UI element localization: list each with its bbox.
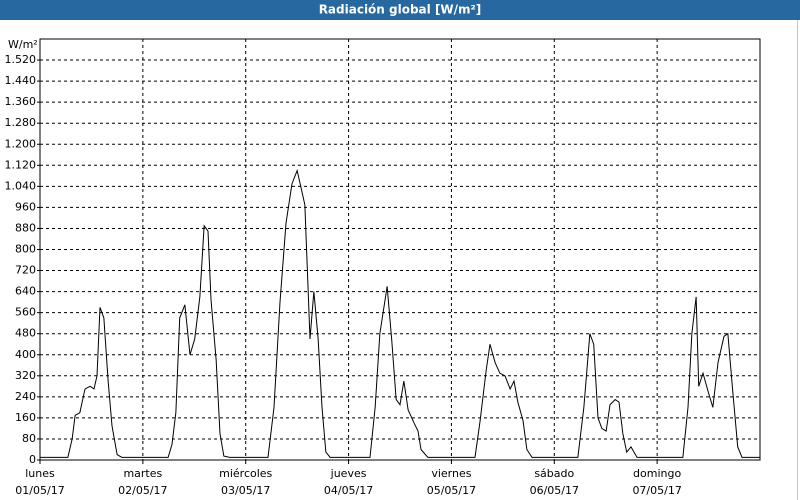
- chart-title: Radiación global [W/m²]: [319, 3, 482, 17]
- x-tick-date: 06/05/17: [530, 484, 579, 497]
- x-tick-date: 03/05/17: [221, 484, 270, 497]
- y-tick-label: 480: [15, 327, 36, 340]
- x-tick-date: 04/05/17: [324, 484, 373, 497]
- y-tick-label: 1.360: [5, 95, 37, 108]
- y-tick-label: 960: [15, 200, 36, 213]
- y-tick-label: 1.120: [5, 158, 37, 171]
- y-tick-label: 400: [15, 348, 36, 361]
- y-tick-label: 0: [29, 453, 36, 466]
- x-tick-label: jueves: [330, 467, 367, 480]
- title-bar: [0, 0, 800, 20]
- x-tick-label: miércoles: [219, 467, 272, 480]
- y-tick-label: 880: [15, 221, 36, 234]
- x-tick-label: lunes: [25, 467, 55, 480]
- x-tick-date: 01/05/17: [15, 484, 64, 497]
- y-tick-label: 640: [15, 285, 36, 298]
- y-tick-label: 800: [15, 243, 36, 256]
- plot-frame: [39, 38, 761, 461]
- y-tick-label: 720: [15, 264, 36, 277]
- x-tick-label: martes: [123, 467, 162, 480]
- x-tick-date: 02/05/17: [118, 484, 167, 497]
- y-tick-label: 1.520: [5, 53, 37, 66]
- y-axis-label: W/m²: [8, 38, 38, 51]
- y-tick-label: 1.040: [5, 179, 37, 192]
- x-tick-label: sábado: [534, 467, 574, 480]
- y-tick-label: 160: [15, 411, 36, 424]
- y-tick-label: 1.200: [5, 137, 37, 150]
- y-tick-label: 560: [15, 306, 36, 319]
- y-tick-label: 320: [15, 369, 36, 382]
- y-tick-label: 1.280: [5, 116, 37, 129]
- data-line: [40, 168, 760, 458]
- y-tick-label: 1.440: [5, 74, 37, 87]
- x-tick-date: 05/05/17: [427, 484, 476, 497]
- y-tick-label: 240: [15, 390, 36, 403]
- x-tick-label: domingo: [633, 467, 681, 480]
- y-tick-label: 80: [22, 432, 36, 445]
- x-tick-date: 07/05/17: [632, 484, 681, 497]
- x-tick-label: viernes: [431, 467, 471, 480]
